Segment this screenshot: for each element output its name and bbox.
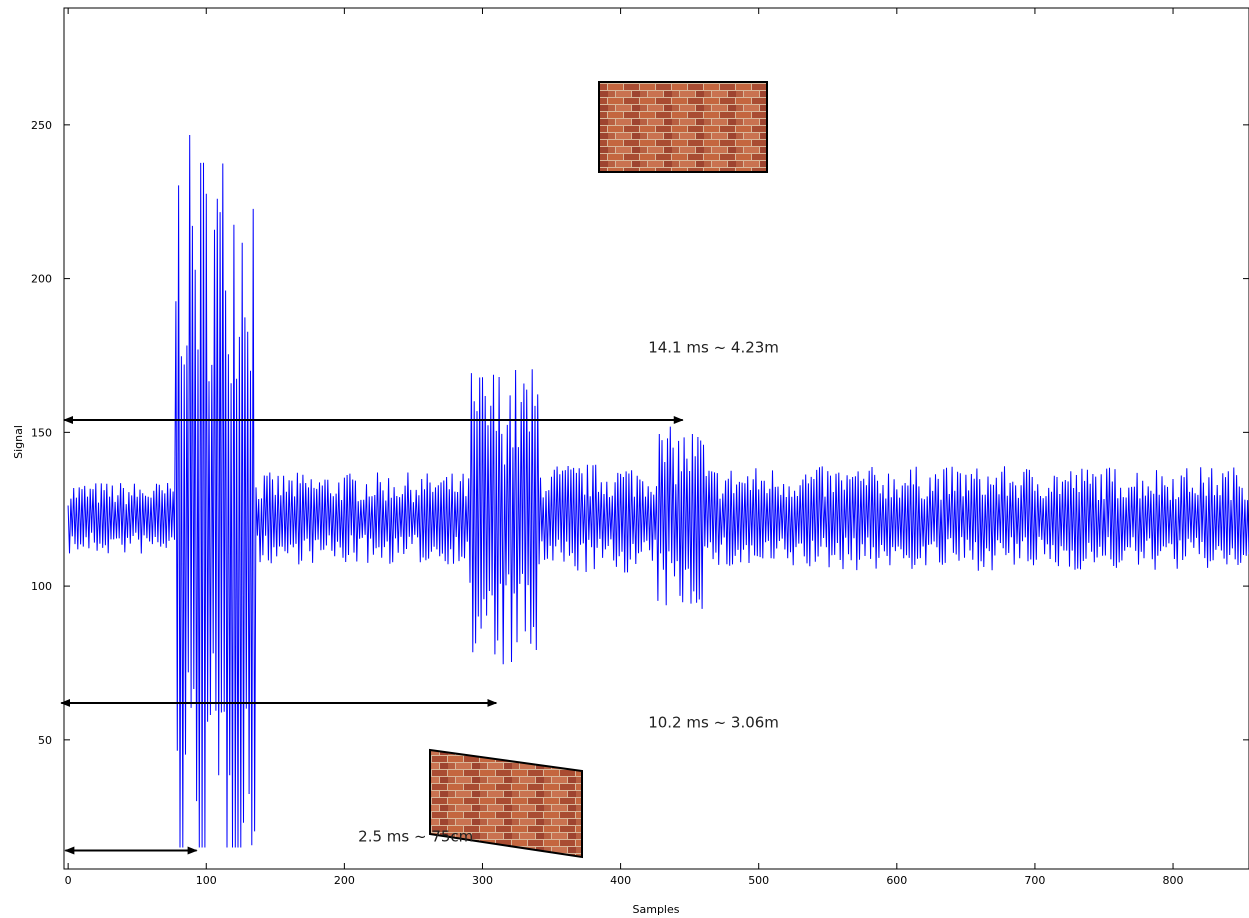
annotations: 14.1 ms ~ 4.23m 10.2 ms ~ 3.06m 2.5 ms ~ 7… <box>60 338 779 855</box>
x-tick-labels: 0 100 200 300 400 500 600 700 800 <box>65 874 1184 887</box>
x-tick-label: 100 <box>196 874 217 887</box>
x-tick-label: 300 <box>472 874 493 887</box>
x-axis-label: Samples <box>633 903 680 916</box>
signal-series-line <box>67 134 1249 848</box>
y-tick-label: 100 <box>31 580 52 593</box>
x-tick-label: 200 <box>334 874 355 887</box>
annotation-label-2: 2.5 ms ~ 75cm <box>358 827 473 845</box>
axis-ticks <box>64 8 1249 869</box>
x-tick-label: 600 <box>886 874 907 887</box>
x-tick-label: 700 <box>1024 874 1045 887</box>
annotation-label-1: 10.2 ms ~ 3.06m <box>648 714 779 732</box>
y-tick-label: 250 <box>31 119 52 132</box>
x-tick-label: 400 <box>610 874 631 887</box>
y-tick-labels: 50 100 150 200 250 <box>31 119 52 747</box>
y-tick-label: 200 <box>31 273 52 286</box>
y-tick-label: 150 <box>31 426 52 439</box>
x-tick-label: 800 <box>1163 874 1184 887</box>
annotation-label-0: 14.1 ms ~ 4.23m <box>648 338 779 356</box>
x-tick-label: 0 <box>65 874 72 887</box>
brick-wall-image-front <box>598 81 768 173</box>
brick-wall-image-angled <box>429 748 583 859</box>
y-tick-label: 50 <box>38 734 52 747</box>
y-axis-label: Signal <box>12 425 25 459</box>
x-tick-label: 500 <box>748 874 769 887</box>
